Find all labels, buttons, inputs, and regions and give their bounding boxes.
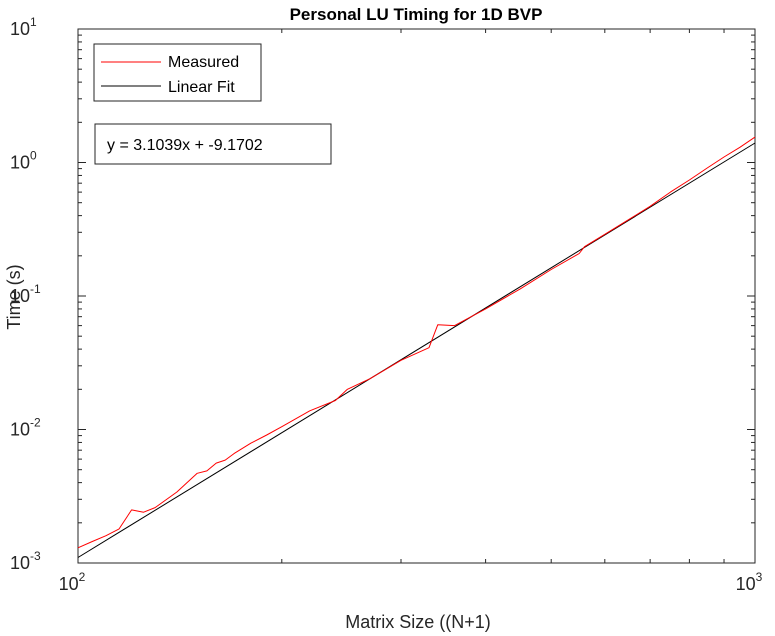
chart-title: Personal LU Timing for 1D BVP	[290, 5, 543, 24]
x-tick-label: 103	[736, 570, 763, 594]
x-tick-label-base: 10	[59, 574, 79, 594]
legend-box	[93, 43, 262, 102]
y-tick-label: 10-2	[10, 416, 41, 440]
ticks	[77, 29, 756, 564]
y-axis-label: Time (s)	[4, 264, 24, 329]
y-tick-label-base: 10	[10, 19, 30, 39]
y-tick-label: 10-1	[10, 282, 41, 306]
annotation-box	[94, 123, 332, 165]
y-tick-label: 100	[10, 149, 37, 173]
legend: Measured Linear Fit	[93, 43, 262, 102]
x-tick-label-base: 10	[736, 574, 756, 594]
plot-frame	[77, 28, 756, 564]
legend-linear-fit-label: Linear Fit	[168, 79, 235, 96]
x-tick-label: 102	[59, 570, 86, 594]
y-tick-label-exp: -2	[30, 416, 41, 430]
y-tick-label-exp: 0	[30, 149, 37, 163]
y-tick-label-base: 10	[10, 420, 30, 440]
fit-equation: y = 3.1039x + -9.1702	[107, 137, 263, 154]
x-axis-label: Matrix Size ((N+1)	[345, 612, 491, 632]
y-tick-label: 101	[10, 15, 37, 39]
y-tick-label-base: 10	[10, 153, 30, 173]
x-tick-label-exp: 3	[756, 570, 763, 584]
legend-measured-label: Measured	[168, 54, 239, 71]
series-line-measured	[77, 136, 756, 549]
y-tick-label-exp: -1	[30, 282, 41, 296]
y-tick-label-base: 10	[10, 286, 30, 306]
y-tick-label-exp: 1	[30, 15, 37, 29]
series-line-linear-fit	[77, 142, 756, 558]
x-tick-label-exp: 2	[79, 570, 86, 584]
plot-area	[77, 28, 756, 564]
y-tick-label: 10-3	[10, 549, 41, 573]
annotation: y = 3.1039x + -9.1702	[94, 123, 332, 165]
series-layer	[77, 136, 756, 558]
y-tick-label-base: 10	[10, 553, 30, 573]
y-tick-label-exp: -3	[30, 549, 41, 563]
